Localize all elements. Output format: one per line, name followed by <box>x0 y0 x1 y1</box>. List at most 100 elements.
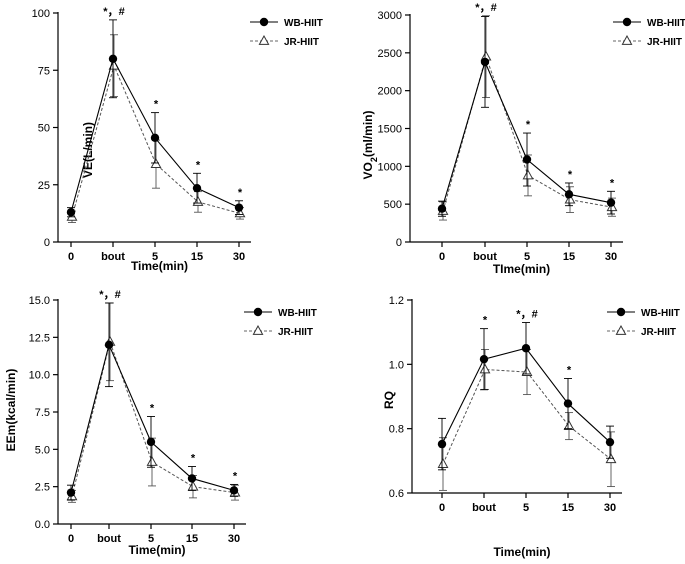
y-axis-label: VO2(ml/min) <box>361 110 379 179</box>
y-tick-label: 5.0 <box>35 444 50 456</box>
y-tick-label: 25 <box>38 180 50 192</box>
x-axis-label: Time(min) <box>128 543 185 557</box>
x-tick-label: 30 <box>233 251 245 263</box>
data-point-wb-hiit <box>234 203 244 212</box>
x-axis-label: Time(min) <box>131 259 188 273</box>
y-tick-label: 1500 <box>378 124 402 136</box>
data-point-wb-hiit <box>605 437 615 447</box>
significance-marker: *，# <box>475 2 496 14</box>
x-tick-label: 15 <box>563 251 575 263</box>
x-tick-label: bout <box>472 502 496 514</box>
x-axis-label: TIme(min) <box>493 262 550 276</box>
y-tick-label: 2.5 <box>35 482 50 494</box>
y-tick-label: 1.0 <box>389 359 404 371</box>
x-tick-label: 0 <box>439 502 445 514</box>
significance-marker: * <box>150 402 155 414</box>
x-tick-label: 5 <box>524 251 530 263</box>
data-point-wb-hiit <box>150 133 160 143</box>
significance-marker: * <box>154 99 159 111</box>
y-axis-label: EEm(kcal/min) <box>4 369 18 452</box>
data-point-wb-hiit <box>563 399 573 408</box>
x-tick-label: 30 <box>228 533 240 545</box>
legend-label: WB-HIIT <box>284 18 323 29</box>
significance-marker: * <box>610 177 615 189</box>
significance-marker: * <box>191 453 196 465</box>
data-point-wb-hiit <box>66 208 76 217</box>
data-point-wb-hiit <box>437 204 447 213</box>
legend-label: JR-HIIT <box>647 37 682 48</box>
data-point-wb-hiit <box>229 486 239 495</box>
x-tick-label: 30 <box>605 251 617 263</box>
data-point-wb-hiit <box>437 439 447 449</box>
x-tick-label: 15 <box>562 502 574 514</box>
significance-marker: * <box>567 364 572 376</box>
x-tick-label: 5 <box>152 251 158 263</box>
significance-marker: * <box>238 187 243 199</box>
x-tick-label: 0 <box>68 251 74 263</box>
data-point-wb-hiit <box>146 437 156 447</box>
y-tick-label: 75 <box>38 65 50 77</box>
y-tick-label: 2000 <box>378 86 402 98</box>
significance-marker: * <box>196 159 201 171</box>
legend: WB-HIIT JR-HIIT <box>607 307 680 338</box>
y-tick-label: 15.0 <box>29 295 50 307</box>
significance-marker: *，# <box>103 6 124 18</box>
data-point-jr-hiit <box>187 480 199 491</box>
y-tick-label: 0 <box>44 237 50 249</box>
data-point-jr-hiit <box>521 366 533 376</box>
significance-marker: * <box>568 169 573 181</box>
significance-marker: *，# <box>99 289 120 301</box>
legend-label: WB-HIIT <box>641 308 680 319</box>
x-tick-label: 15 <box>186 533 198 545</box>
data-point-jr-hiit <box>146 455 158 466</box>
significance-marker: * <box>483 315 488 327</box>
panel-eem: 0.0 2.5 5.0 7.5 10.0 12.5 15.0 0 bout 5 15 30 Time(m… <box>4 289 317 557</box>
x-axis-label: Time(min) <box>493 545 550 559</box>
legend-label: WB-HIIT <box>278 308 317 319</box>
significance-marker: *，# <box>516 309 537 321</box>
y-tick-label: 2500 <box>378 48 402 60</box>
legend-label: JR-HIIT <box>278 327 313 338</box>
series-line-jr-hiit <box>71 340 236 497</box>
y-tick-label: 100 <box>32 8 50 20</box>
y-tick-label: 500 <box>384 199 402 211</box>
legend-marker-jr-hiit <box>615 324 627 335</box>
y-tick-label: 0.0 <box>35 519 50 531</box>
significance-marker: * <box>526 119 531 131</box>
x-tick-label: 5 <box>523 502 529 514</box>
data-point-jr-hiit <box>479 363 491 374</box>
x-tick-label: 30 <box>604 502 616 514</box>
y-tick-label: 7.5 <box>35 407 50 419</box>
x-tick-label: 0 <box>439 251 445 263</box>
data-point-jr-hiit <box>564 193 576 204</box>
data-point-wb-hiit <box>564 190 574 199</box>
data-point-wb-hiit <box>522 155 532 164</box>
data-point-wb-hiit <box>104 340 114 349</box>
x-tick-label: 0 <box>68 533 74 545</box>
legend-marker-wb-hiit <box>616 307 626 317</box>
y-axis-label: RQ <box>382 391 396 409</box>
legend-label: JR-HIIT <box>641 327 676 338</box>
x-tick-label: 5 <box>148 533 154 545</box>
x-tick-label: bout <box>473 251 497 263</box>
data-point-jr-hiit <box>522 169 534 180</box>
y-tick-label: 0 <box>396 237 402 249</box>
panel-rq: 0.6 0.8 1.0 1.2 0 bout 5 15 30 Time(min) RQ * *，# * WB… <box>382 295 680 559</box>
data-point-wb-hiit <box>606 198 616 207</box>
x-tick-label: bout <box>101 251 125 263</box>
data-point-wb-hiit <box>108 54 118 63</box>
legend-label: JR-HIIT <box>284 37 319 48</box>
series-line-jr-hiit <box>442 54 613 212</box>
legend: WB-HIIT JR-HIIT <box>244 307 317 338</box>
legend-marker-jr-hiit <box>621 34 633 45</box>
legend-marker-wb-hiit <box>253 307 263 317</box>
data-point-jr-hiit <box>437 458 449 468</box>
legend-marker-jr-hiit <box>252 324 264 335</box>
y-tick-label: 50 <box>38 123 50 135</box>
series-line-wb-hiit <box>441 60 612 209</box>
y-tick-label: 0.6 <box>389 488 404 500</box>
x-tick-label: 15 <box>191 251 203 263</box>
legend-marker-wb-hiit <box>259 17 269 27</box>
